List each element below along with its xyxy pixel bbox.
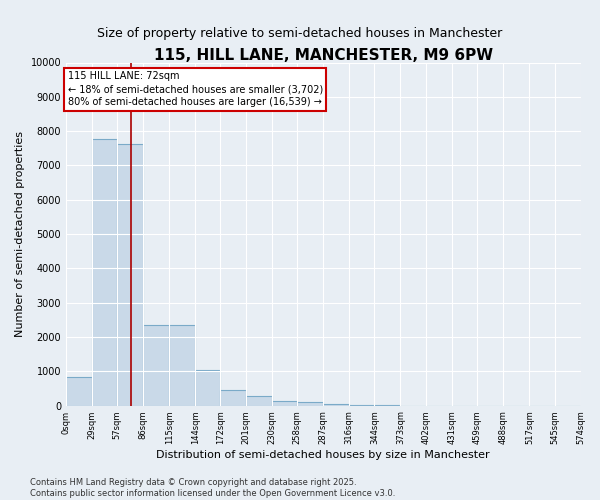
X-axis label: Distribution of semi-detached houses by size in Manchester: Distribution of semi-detached houses by … <box>157 450 490 460</box>
Bar <box>349 405 374 406</box>
Bar <box>117 144 143 406</box>
Bar <box>297 402 323 406</box>
Title: 115, HILL LANE, MANCHESTER, M9 6PW: 115, HILL LANE, MANCHESTER, M9 6PW <box>154 48 493 62</box>
Bar <box>195 370 220 406</box>
Bar <box>169 325 195 406</box>
Bar <box>323 404 349 406</box>
Y-axis label: Number of semi-detached properties: Number of semi-detached properties <box>15 131 25 337</box>
Bar <box>272 401 297 406</box>
Bar <box>246 396 272 406</box>
Bar <box>92 138 117 406</box>
Text: Contains HM Land Registry data © Crown copyright and database right 2025.
Contai: Contains HM Land Registry data © Crown c… <box>30 478 395 498</box>
Bar <box>143 325 169 406</box>
Text: Size of property relative to semi-detached houses in Manchester: Size of property relative to semi-detach… <box>97 28 503 40</box>
Bar <box>220 390 246 406</box>
Text: 115 HILL LANE: 72sqm
← 18% of semi-detached houses are smaller (3,702)
80% of se: 115 HILL LANE: 72sqm ← 18% of semi-detac… <box>68 71 323 108</box>
Bar <box>66 378 92 406</box>
